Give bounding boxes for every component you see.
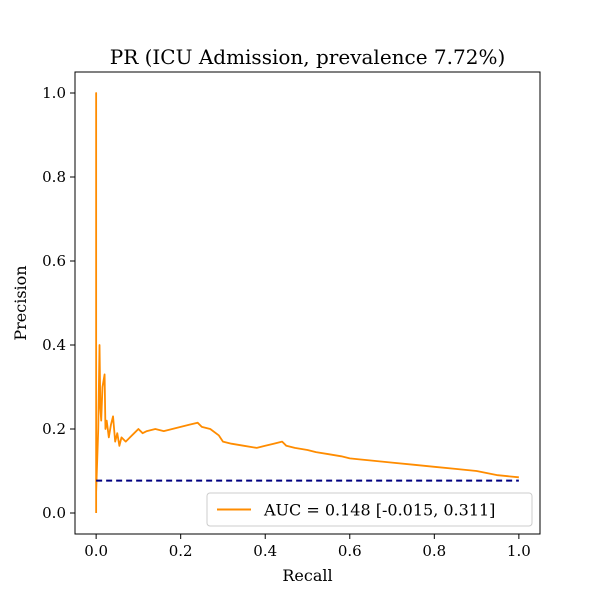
legend-box — [206, 492, 533, 527]
x-tick-label: 1.0 — [507, 542, 531, 560]
x-tick-label: 0.0 — [84, 542, 108, 560]
y-tick-label: 0.8 — [42, 168, 66, 186]
x-tick-label: 0.4 — [253, 542, 277, 560]
y-tick-label: 0.0 — [42, 504, 66, 522]
pr-curve-line — [95, 92, 519, 513]
x-axis-title: Recall — [282, 566, 332, 585]
x-tick-label: 0.6 — [338, 542, 362, 560]
plot-frame — [74, 71, 541, 535]
y-axis-title: Precision — [11, 265, 30, 340]
chart-title: PR (ICU Admission, prevalence 7.72%) — [110, 45, 506, 69]
y-tick-label: 1.0 — [42, 84, 66, 102]
x-tick-label: 0.8 — [422, 542, 446, 560]
legend: AUC = 0.148 [-0.015, 0.311] — [206, 492, 533, 527]
y-tick-label: 0.6 — [42, 252, 66, 270]
y-tick-label: 0.4 — [42, 336, 66, 354]
legend-label: AUC = 0.148 [-0.015, 0.311] — [263, 501, 495, 520]
y-tick-label: 0.2 — [42, 420, 66, 438]
x-tick-label: 0.2 — [169, 542, 193, 560]
